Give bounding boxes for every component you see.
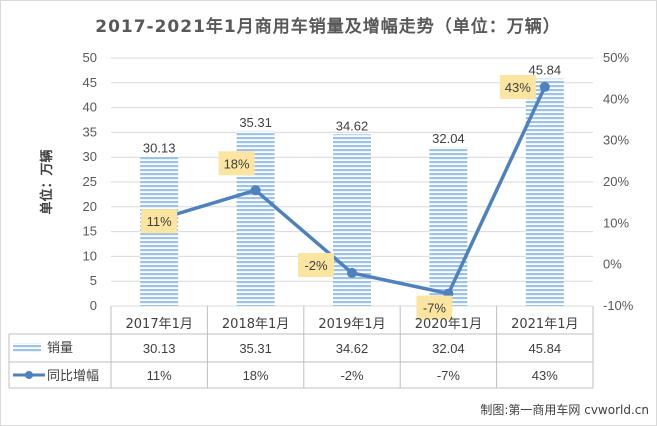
category-label: 2020年1月 (415, 317, 482, 332)
left-axis-tick-label: 10 (83, 248, 97, 263)
line-point (347, 267, 357, 278)
left-axis-tick-label: 5 (90, 273, 97, 288)
left-axis-tick-label: 20 (83, 199, 97, 214)
table-cell-sales: 34.62 (336, 341, 369, 356)
right-axis-tick-label: 30% (603, 133, 629, 148)
left-axis-tick-label: 30 (83, 149, 97, 164)
credit-text: 制图:第一商用车网 cvworld.cn (480, 402, 649, 417)
line-data-label: -2% (304, 258, 328, 273)
line-data-label: 18% (224, 156, 250, 171)
line-point (250, 185, 261, 196)
category-label: 2021年1月 (511, 317, 578, 332)
left-axis-tick-label: 50 (83, 50, 97, 65)
bar-data-labels: 30.13 35.31 34.62 32.04 45.84 (143, 63, 561, 156)
table-cell-growth: -7% (437, 368, 461, 383)
line-label-box (499, 74, 536, 99)
bar-data-label: 34.62 (336, 118, 369, 133)
right-axis-tick-label: 10% (603, 215, 629, 230)
table-cell-sales: 45.84 (529, 341, 562, 356)
line-label-box (298, 252, 334, 277)
right-axis-tick-label: -10% (603, 298, 634, 313)
left-axis-ticks: 0 5 10 15 20 25 30 35 40 45 50 (83, 50, 97, 313)
legend-swatch-point (25, 371, 33, 379)
y-axis-title-text: 单位：万辆 (39, 149, 55, 214)
table-cell-sales: 30.13 (143, 341, 176, 356)
table-cell-growth: -2% (340, 368, 364, 383)
y-axis-title: 单位：万辆 (39, 149, 55, 214)
line-data-labels: 11% 18% -2% -7% 43% (141, 74, 536, 320)
category-label: 2018年1月 (222, 317, 289, 332)
left-axis-tick-label: 15 (83, 224, 97, 239)
line-data-label: 11% (147, 214, 172, 229)
category-label: 2017年1月 (126, 317, 193, 332)
table-cell-sales: 32.04 (432, 341, 465, 356)
bar-data-label: 35.31 (239, 115, 272, 130)
row-header-sales: 销量 (47, 341, 73, 356)
chart-title: 2017-2021年1月商用车销量及增幅走势（单位：万辆） (95, 16, 561, 37)
line-data-label: -7% (423, 301, 447, 316)
left-axis-tick-label: 25 (83, 174, 97, 189)
data-table: 2017年1月 30.13 11% 2018年1月 35.31 18% 2019年1月 34.… (8, 306, 594, 389)
left-axis-tick-label: 45 (83, 75, 97, 90)
bar (429, 147, 468, 306)
table-cell-growth: 43% (532, 368, 558, 383)
left-axis-tick-label: 0 (90, 298, 97, 313)
legend-key-sales (13, 343, 41, 353)
left-axis-tick-label: 40 (83, 100, 97, 115)
right-axis-tick-label: 40% (603, 91, 629, 106)
table-cell-sales: 35.31 (239, 341, 272, 356)
right-axis-ticks: -10% 0% 10% 20% 30% 40% 50% (603, 50, 634, 313)
legend-swatch-bar (13, 343, 41, 353)
table-cell-growth: 18% (243, 368, 269, 383)
bar (333, 134, 371, 306)
bar-data-label: 45.84 (529, 63, 562, 78)
row-header-growth: 同比增幅 (47, 369, 99, 384)
table-cell-growth: 11% (147, 368, 172, 383)
line-point (539, 81, 550, 92)
line-label-box (416, 295, 453, 320)
line-label-box (141, 209, 178, 234)
line-label-box (218, 151, 255, 176)
legend-key-growth (13, 371, 45, 379)
category-label: 2019年1月 (318, 317, 385, 332)
left-axis-tick-label: 35 (83, 124, 97, 139)
right-axis-tick-label: 20% (603, 174, 629, 189)
right-axis-tick-label: 0% (603, 257, 622, 272)
bar-data-label: 30.13 (143, 141, 176, 156)
bar-data-label: 32.04 (432, 131, 465, 146)
right-axis-tick-label: 50% (603, 50, 629, 65)
line-data-label: 43% (505, 80, 531, 95)
